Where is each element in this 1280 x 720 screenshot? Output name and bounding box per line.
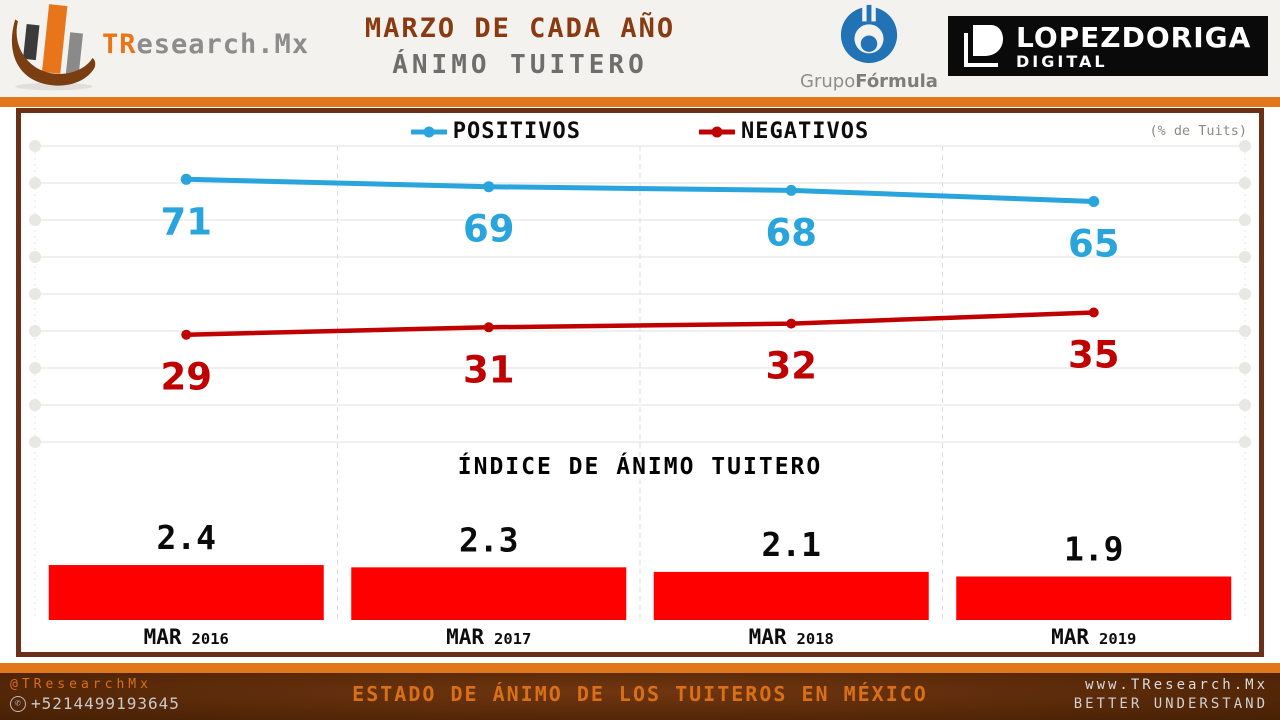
lopezdoriga-icon — [964, 25, 1003, 67]
chart-svg: 71 69 68 65 29 31 32 35 ÍNDICE DE ÁNIMO TUITERO 2… — [29, 140, 1251, 649]
orange-divider-bottom — [0, 663, 1280, 673]
positivos-marker-icon — [410, 126, 447, 137]
page-title: MARZO DE CADA AÑO ÁNIMO TUITERO — [320, 10, 720, 82]
unit-note: (% de Tuits) — [1149, 123, 1247, 139]
footer-banner: ESTADO DE ÁNIMO DE LOS TUITEROS EN MÉXIC… — [352, 682, 928, 706]
brand-name: TResearch.Mx — [102, 29, 309, 60]
legend-item-positivos: POSITIVOS — [410, 119, 581, 144]
legend-label-negativos: NEGATIVOS — [741, 119, 870, 144]
phone-row: ✆ +5214499193645 — [10, 694, 180, 713]
legend-item-negativos: NEGATIVOS — [699, 119, 869, 144]
tresearch-logo-icon — [11, 4, 96, 91]
svg-text:65: 65 — [1068, 223, 1120, 266]
grupo-regular: Grupo — [800, 71, 856, 92]
twitter-handle: @TResearchMx — [10, 677, 152, 692]
grupo-bold: Fórmula — [855, 71, 938, 92]
svg-text:2.4: 2.4 — [156, 518, 216, 557]
svg-text:32: 32 — [766, 345, 818, 388]
brand-suffix: esearch.Mx — [136, 28, 310, 60]
phone-number: +5214499193645 — [31, 694, 180, 713]
lopezdoriga-logo: LOPEZDORIGA DIGITAL — [948, 16, 1268, 76]
svg-text:2.3: 2.3 — [459, 520, 519, 559]
svg-text:2.1: 2.1 — [761, 525, 821, 564]
svg-text:68: 68 — [766, 211, 818, 254]
svg-text:ÍNDICE DE ÁNIMO TUITERO: ÍNDICE DE ÁNIMO TUITERO — [458, 452, 823, 480]
footer-links: www.TResearch.Mx BETTER UNDERSTAND — [1074, 677, 1268, 712]
svg-text:1.9: 1.9 — [1064, 529, 1124, 568]
grupo-formula-label: GrupoFórmula — [798, 71, 940, 92]
svg-text:29: 29 — [161, 356, 213, 399]
svg-text:71: 71 — [161, 200, 213, 243]
grupo-formula-logo: GrupoFórmula — [798, 2, 940, 92]
title-line1: MARZO DE CADA AÑO — [364, 13, 676, 44]
lopezdoriga-sub: DIGITAL — [1016, 51, 1108, 71]
svg-text:69: 69 — [463, 208, 515, 251]
tresearch-logo: TResearch.Mx — [6, 2, 309, 92]
legend-label-positivos: POSITIVOS — [452, 119, 581, 144]
chart-panel: POSITIVOS NEGATIVOS (% de Tuits) 71 69 68 6… — [16, 108, 1264, 657]
header: TResearch.Mx MARZO DE CADA AÑO ÁNIMO TUI… — [0, 0, 1280, 97]
svg-text:35: 35 — [1068, 334, 1120, 377]
svg-text:31: 31 — [463, 348, 515, 391]
phone-icon: ✆ — [10, 695, 26, 712]
brand-prefix: TR — [102, 28, 137, 60]
grupo-formula-icon — [840, 3, 898, 64]
website-url: www.TResearch.Mx — [1085, 677, 1268, 693]
orange-divider-top — [0, 97, 1280, 107]
tagline: BETTER UNDERSTAND — [1073, 696, 1268, 712]
title-line2: ÁNIMO TUITERO — [392, 50, 648, 80]
footer: @TResearchMx ✆ +5214499193645 ESTADO DE … — [0, 673, 1280, 720]
chart-legend: POSITIVOS NEGATIVOS — [21, 119, 1259, 144]
footer-contact: @TResearchMx ✆ +5214499193645 — [10, 677, 180, 713]
lopezdoriga-text: LOPEZDORIGA DIGITAL — [1016, 20, 1252, 71]
negativos-marker-icon — [699, 126, 735, 137]
lopezdoriga-name: LOPEZDORIGA — [1016, 20, 1252, 54]
